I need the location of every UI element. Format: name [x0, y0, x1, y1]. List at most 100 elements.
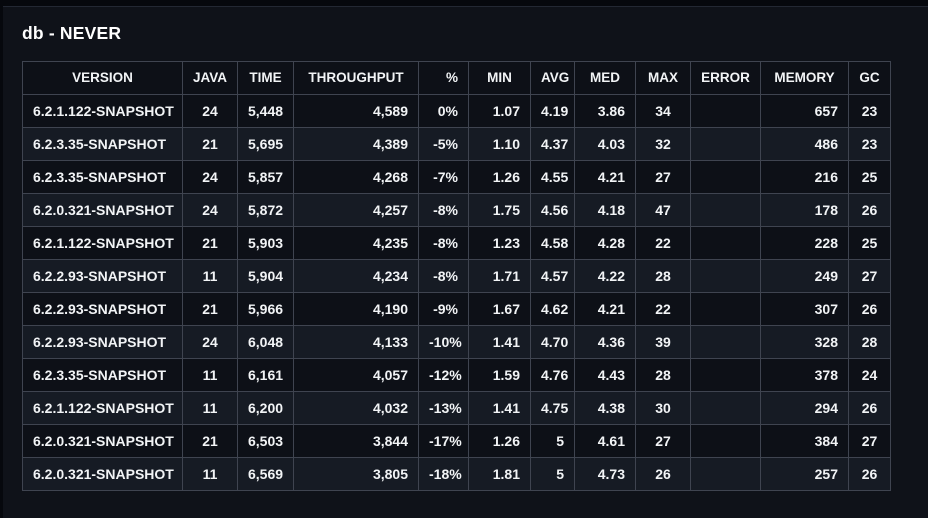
table-row: 6.2.0.321-SNAPSHOT 24 5,872 4,257 -8% 1.75 4.5… — [22, 192, 891, 227]
cell-percent: -8% — [418, 225, 469, 260]
cell-java: 21 — [182, 225, 238, 260]
cell-min: 1.67 — [468, 291, 531, 326]
cell-avg: 4.56 — [530, 192, 575, 227]
header-row: VERSION JAVA TIME THROUGHPUT% MIN AVG MED MAX ER… — [22, 61, 891, 95]
cell-avg: 4.62 — [530, 291, 575, 326]
cell-memory: 486 — [760, 126, 849, 161]
cell-version: 6.2.3.35-SNAPSHOT — [22, 159, 183, 194]
table-row: 6.2.2.93-SNAPSHOT 21 5,966 4,190 -9% 1.67 4.62… — [22, 291, 891, 326]
cell-min: 1.26 — [468, 159, 531, 194]
cell-gc: 23 — [848, 126, 891, 161]
cell-percent: -13% — [418, 390, 469, 425]
cell-error — [690, 126, 761, 161]
cell-avg: 5 — [530, 456, 575, 491]
cell-error — [690, 159, 761, 194]
cell-time: 6,048 — [237, 324, 294, 359]
table-header: VERSION JAVA TIME THROUGHPUT% MIN AVG MED MAX ER… — [22, 61, 891, 95]
cell-memory: 228 — [760, 225, 849, 260]
column-header-gc: GC — [848, 61, 891, 95]
cell-percent: -10% — [418, 324, 469, 359]
cell-med: 3.86 — [574, 93, 636, 128]
cell-max: 47 — [635, 192, 691, 227]
cell-version: 6.2.3.35-SNAPSHOT — [22, 357, 183, 392]
cell-percent: -7% — [418, 159, 469, 194]
cell-med: 4.21 — [574, 291, 636, 326]
cell-med: 4.73 — [574, 456, 636, 491]
cell-max: 28 — [635, 357, 691, 392]
table-row: 6.2.2.93-SNAPSHOT 11 5,904 4,234 -8% 1.71 4.57… — [22, 258, 891, 293]
cell-max: 28 — [635, 258, 691, 293]
cell-min: 1.75 — [468, 192, 531, 227]
cell-percent: -9% — [418, 291, 469, 326]
cell-memory: 384 — [760, 423, 849, 458]
cell-time: 6,200 — [237, 390, 294, 425]
cell-time: 5,904 — [237, 258, 294, 293]
column-header-min: MIN — [468, 61, 531, 95]
cell-version: 6.2.1.122-SNAPSHOT — [22, 390, 183, 425]
cell-time: 5,695 — [237, 126, 294, 161]
cell-max: 22 — [635, 225, 691, 260]
cell-throughput: 4,032 — [293, 390, 419, 425]
top-bar — [0, 0, 928, 7]
cell-time: 5,857 — [237, 159, 294, 194]
cell-percent: 0% — [418, 93, 469, 128]
table-row: 6.2.1.122-SNAPSHOT 11 6,200 4,032 -13% 1.41 4.… — [22, 390, 891, 425]
cell-percent: -12% — [418, 357, 469, 392]
cell-throughput: 3,844 — [293, 423, 419, 458]
cell-min: 1.10 — [468, 126, 531, 161]
cell-avg: 5 — [530, 423, 575, 458]
column-header-error: ERROR — [690, 61, 761, 95]
cell-min: 1.07 — [468, 93, 531, 128]
cell-error — [690, 258, 761, 293]
cell-avg: 4.75 — [530, 390, 575, 425]
table-row: 6.2.0.321-SNAPSHOT 11 6,569 3,805 -18% 1.81 5 4… — [22, 456, 891, 491]
cell-memory: 378 — [760, 357, 849, 392]
cell-avg: 4.57 — [530, 258, 575, 293]
cell-avg: 4.37 — [530, 126, 575, 161]
column-header-percent: % — [418, 61, 469, 95]
column-header-memory: MEMORY — [760, 61, 849, 95]
column-header-java: JAVA — [182, 61, 238, 95]
cell-version: 6.2.0.321-SNAPSHOT — [22, 456, 183, 491]
cell-version: 6.2.2.93-SNAPSHOT — [22, 291, 183, 326]
cell-med: 4.38 — [574, 390, 636, 425]
cell-avg: 4.19 — [530, 93, 575, 128]
cell-version: 6.2.2.93-SNAPSHOT — [22, 258, 183, 293]
cell-med: 4.43 — [574, 357, 636, 392]
column-header-version: VERSION — [22, 61, 183, 95]
cell-avg: 4.58 — [530, 225, 575, 260]
cell-med: 4.21 — [574, 159, 636, 194]
cell-error — [690, 291, 761, 326]
cell-gc: 26 — [848, 192, 891, 227]
cell-version: 6.2.1.122-SNAPSHOT — [22, 225, 183, 260]
cell-min: 1.41 — [468, 390, 531, 425]
cell-version: 6.2.3.35-SNAPSHOT — [22, 126, 183, 161]
column-header-throughput: THROUGHPUT — [293, 61, 419, 95]
cell-error — [690, 324, 761, 359]
cell-max: 27 — [635, 423, 691, 458]
cell-java: 11 — [182, 258, 238, 293]
cell-java: 24 — [182, 192, 238, 227]
cell-gc: 25 — [848, 225, 891, 260]
cell-time: 6,503 — [237, 423, 294, 458]
cell-min: 1.26 — [468, 423, 531, 458]
table-row: 6.2.3.35-SNAPSHOT 24 5,857 4,268 -7% 1.26 4.55… — [22, 159, 891, 194]
cell-gc: 27 — [848, 258, 891, 293]
cell-throughput: 4,389 — [293, 126, 419, 161]
cell-version: 6.2.2.93-SNAPSHOT — [22, 324, 183, 359]
cell-error — [690, 423, 761, 458]
cell-percent: -18% — [418, 456, 469, 491]
cell-memory: 328 — [760, 324, 849, 359]
cell-gc: 24 — [848, 357, 891, 392]
cell-error — [690, 357, 761, 392]
cell-memory: 249 — [760, 258, 849, 293]
cell-med: 4.03 — [574, 126, 636, 161]
cell-memory: 657 — [760, 93, 849, 128]
cell-max: 32 — [635, 126, 691, 161]
table-row: 6.2.0.321-SNAPSHOT 21 6,503 3,844 -17% 1.26 5 4… — [22, 423, 891, 458]
column-header-med: MED — [574, 61, 636, 95]
table-row: 6.2.1.122-SNAPSHOT 21 5,903 4,235 -8% 1.23 4.5… — [22, 225, 891, 260]
cell-avg: 4.55 — [530, 159, 575, 194]
cell-java: 11 — [182, 357, 238, 392]
cell-throughput: 4,234 — [293, 258, 419, 293]
